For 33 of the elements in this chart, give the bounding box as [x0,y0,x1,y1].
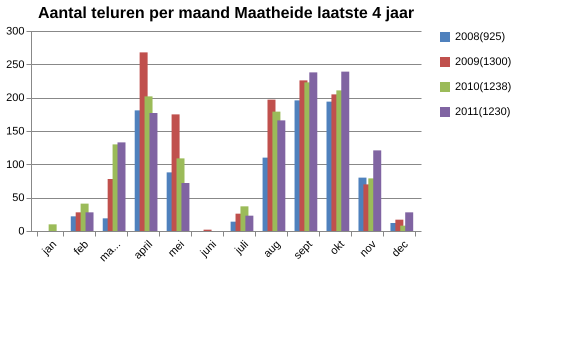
x-tick-label: feb [72,238,92,258]
x-tick-label: aug [261,238,283,260]
bar [277,120,286,231]
bar [245,216,254,231]
x-tick-label: nov [358,238,380,260]
legend-label: 2010(1238) [455,81,512,93]
chart-title: Aantal teluren per maand Maatheide laatste 4 jaar [38,5,414,22]
bar [86,212,94,231]
x-tick-label: juli [232,238,251,258]
legend-label: 2011(1230) [455,106,510,118]
x-tick-label: sept [292,238,315,262]
y-tick-label: 200 [6,92,24,104]
bar [117,142,126,231]
bar [48,224,57,231]
y-tick-label: 0 [18,226,24,238]
bar [341,72,350,231]
bar [405,212,414,231]
x-tick-label: jan [40,238,60,258]
x-tick-label: okt [328,238,347,258]
x-tick-label: mei [166,238,188,260]
x-tick-label: ma... [97,238,124,264]
y-tick-label: 50 [12,192,24,204]
y-tick-label: 300 [6,26,24,38]
legend-label: 2008(925) [455,31,506,43]
x-tick-label: dec [390,238,412,260]
legend-label: 2009(1300) [455,56,512,68]
y-tick-label: 150 [6,126,24,138]
y-tick-label: 250 [6,58,24,71]
bar [149,113,158,231]
bar [181,183,190,231]
bar [373,150,382,231]
bar [309,72,318,231]
y-tick-label: 100 [6,158,24,171]
